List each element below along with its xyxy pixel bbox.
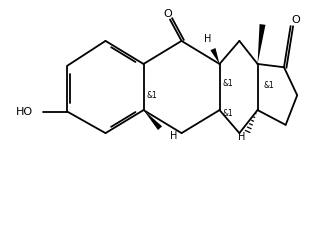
Text: &1: &1 bbox=[222, 109, 233, 118]
Text: HO: HO bbox=[16, 107, 33, 117]
Text: &1: &1 bbox=[147, 91, 158, 100]
Text: O: O bbox=[292, 15, 300, 25]
Polygon shape bbox=[144, 110, 162, 130]
Text: H: H bbox=[170, 131, 177, 141]
Text: &1: &1 bbox=[222, 79, 233, 88]
Polygon shape bbox=[211, 48, 219, 64]
Text: H: H bbox=[238, 132, 246, 143]
Text: &1: &1 bbox=[263, 81, 274, 90]
Text: O: O bbox=[164, 9, 172, 18]
Polygon shape bbox=[258, 24, 265, 64]
Text: H: H bbox=[204, 34, 212, 44]
